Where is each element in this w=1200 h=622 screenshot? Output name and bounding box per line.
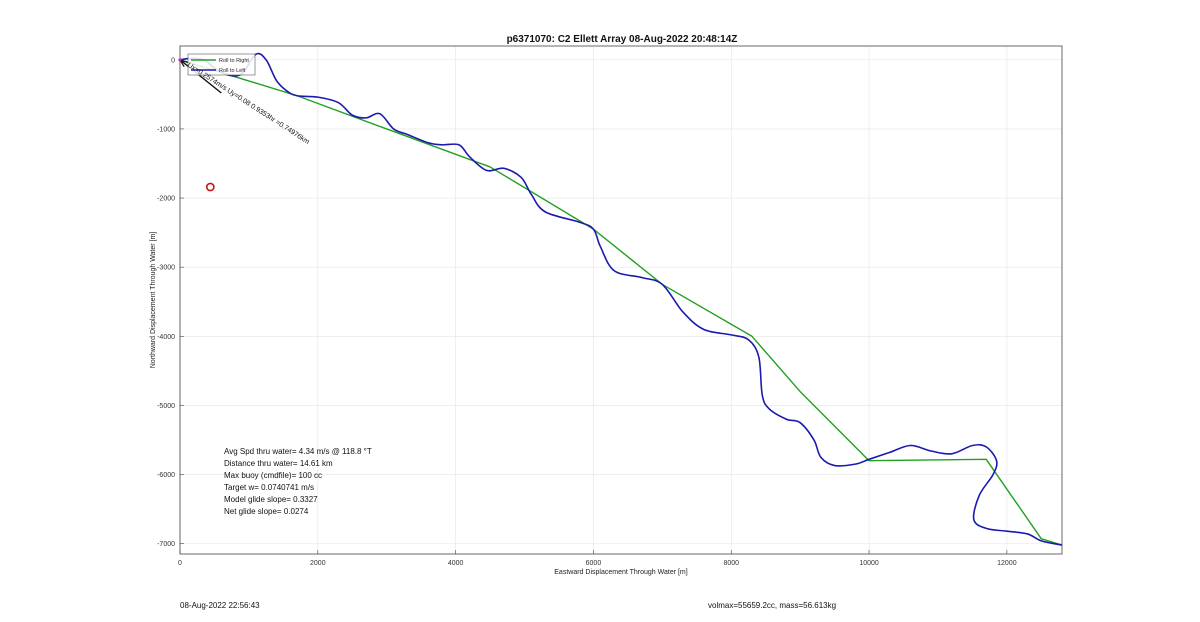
x-tick-label: 12000 [997, 560, 1017, 567]
y-axis-ticks: 0 -1000 -2000 -3000 -4000 -5000 -6000 -7000 [157, 57, 184, 548]
y-tick-label: -6000 [157, 472, 175, 479]
stat-avg-speed: Avg Spd thru water= 4.34 m/s @ 118.8 °T [224, 447, 372, 456]
chart-title: p6371070: C2 Ellett Array 08-Aug-2022 20… [507, 34, 738, 45]
y-tick-label: -4000 [157, 334, 175, 341]
x-tick-label: 4000 [448, 560, 464, 567]
y-tick-label: -3000 [157, 265, 175, 272]
y-tick-label: -5000 [157, 403, 175, 410]
data-markers [178, 58, 215, 192]
stats-text-block: Avg Spd thru water= 4.34 m/s @ 118.8 °T … [224, 447, 372, 516]
data-series [179, 52, 1063, 546]
y-axis-label: Northward Displacement Through Water [m] [150, 232, 157, 369]
plot-area-frame [179, 45, 1063, 555]
y-tick-label: -2000 [157, 196, 175, 203]
stat-net-glide-slope: Net glide slope= 0.0274 [224, 507, 309, 516]
x-tick-label: 2000 [310, 560, 326, 567]
footer-volume-mass: volmax=55659.2cc, mass=56.613kg [708, 601, 837, 610]
footer-timestamp: 08-Aug-2022 22:56:43 [180, 601, 260, 610]
y-tick-label: -7000 [157, 541, 175, 548]
y-tick-label: -1000 [157, 126, 175, 133]
stat-max-buoy: Max buoy (cmdfile)= 100 cc [224, 471, 322, 480]
legend: Roll to Right Roll to Left [187, 53, 256, 76]
y-tick-label: 0 [171, 57, 175, 64]
stat-target-w: Target w= 0.0740741 m/s [224, 483, 314, 492]
series-line-roll-to-right [179, 59, 1063, 546]
series-line-roll-to-left [179, 52, 1063, 546]
legend-label-roll-right: Roll to Right [219, 58, 249, 64]
legend-label-roll-left: Roll to Left [219, 68, 246, 74]
x-tick-label: 10000 [859, 560, 879, 567]
stat-model-glide-slope: Model glide slope= 0.3327 [224, 495, 318, 504]
target-marker [205, 182, 215, 192]
x-tick-label: 6000 [586, 560, 602, 567]
x-tick-label: 0 [178, 560, 182, 567]
x-axis-ticks: 0 2000 4000 6000 8000 10000 12000 [178, 550, 1017, 567]
start-point-marker [178, 58, 182, 62]
x-tick-label: 8000 [723, 560, 739, 567]
series-line-depth-averaged-current [179, 59, 222, 94]
stat-distance: Distance thru water= 14.61 km [224, 459, 333, 468]
x-axis-label: Eastward Displacement Through Water [m] [554, 569, 687, 576]
grid-lines [179, 46, 1062, 554]
